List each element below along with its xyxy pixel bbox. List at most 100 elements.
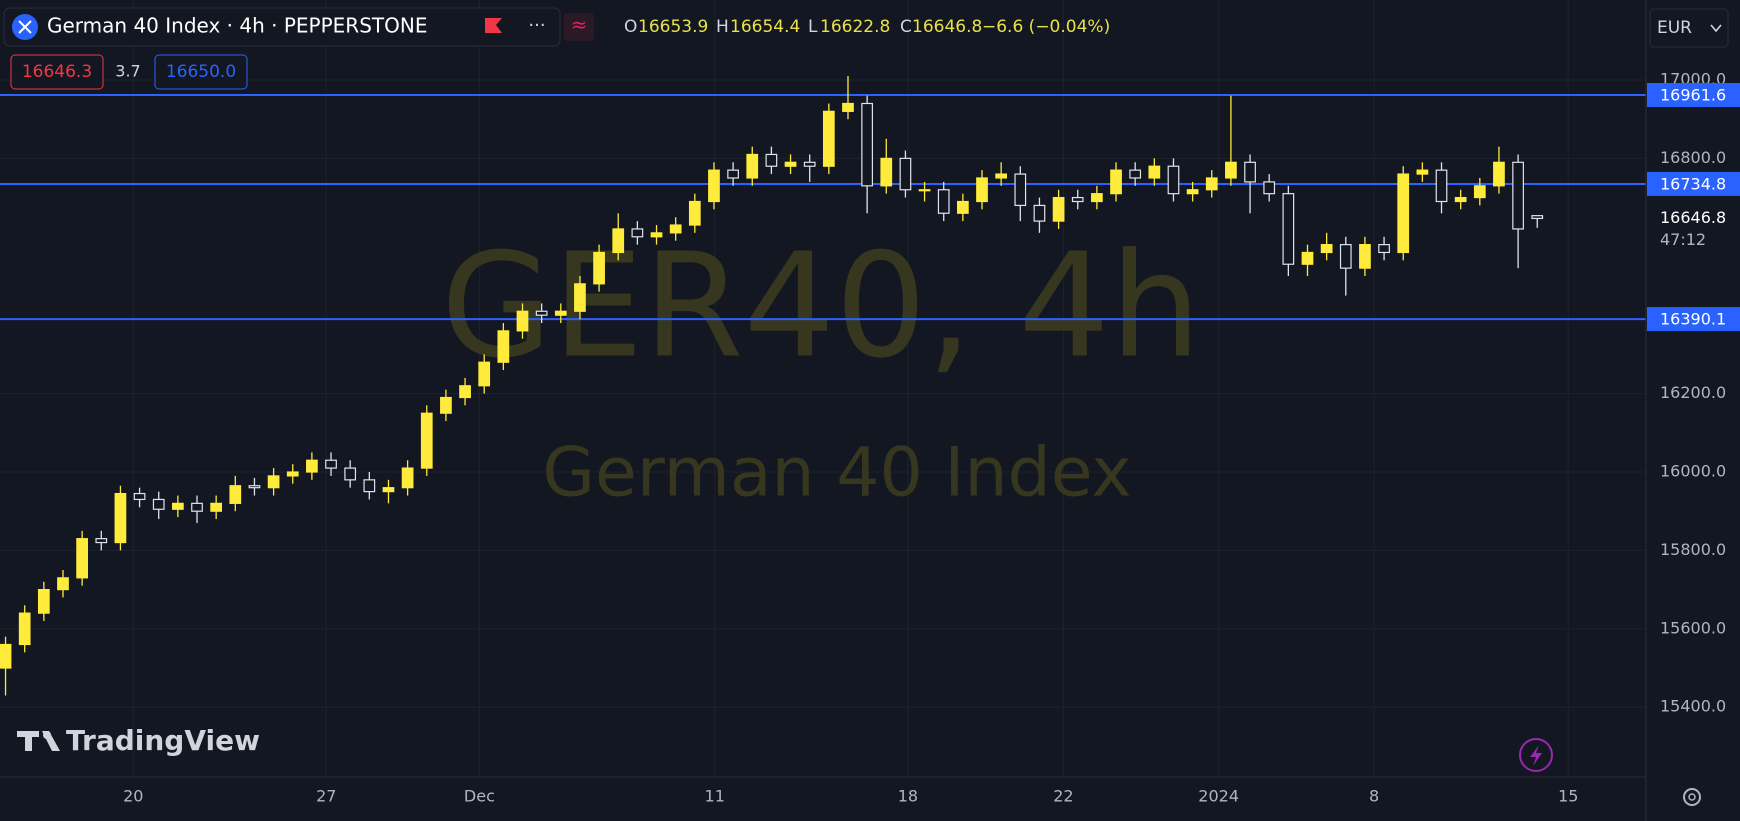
high-value: 16654.4: [730, 17, 800, 37]
candle-body: [497, 330, 510, 363]
symbol-box[interactable]: [3, 7, 561, 47]
x-tick-label: 15: [1558, 787, 1578, 806]
candle-body: [76, 538, 89, 579]
candle-body: [478, 361, 491, 387]
candle-body: [976, 177, 988, 203]
candle-body: [1454, 196, 1467, 203]
level-tag-label: 16961.6: [1660, 86, 1726, 105]
candle-body: [535, 310, 548, 316]
x-tick-label: 2024: [1198, 787, 1239, 806]
candle-body: [688, 200, 701, 226]
candle-body: [631, 228, 644, 238]
candle-body: [325, 459, 337, 469]
candle-body: [172, 502, 184, 510]
candle-body: [420, 412, 433, 469]
x-tick-label: Dec: [464, 787, 495, 806]
countdown: 47:12: [1660, 230, 1706, 249]
flag-icon[interactable]: [485, 18, 502, 33]
candle-body: [229, 485, 242, 504]
candle-body: [899, 157, 912, 191]
candle-body: [0, 643, 12, 669]
low-label: L: [808, 17, 818, 37]
candle-body: [344, 467, 357, 481]
level-tag: [1647, 307, 1740, 332]
candle-body: [191, 502, 203, 512]
candle-body: [1301, 251, 1314, 265]
ask-box[interactable]: [154, 54, 248, 90]
more-icon[interactable]: ···: [528, 15, 545, 36]
candle-body: [1531, 215, 1544, 220]
open-value: 16653.9: [638, 17, 708, 37]
candle-body: [286, 471, 299, 477]
axes: 15400.0 15600.0 15800.0 16000.0 16200.0 16800…: [123, 69, 1740, 806]
candle-body: [669, 224, 682, 234]
currency-caret: [1710, 24, 1722, 33]
settings-icon-center: [1688, 793, 1696, 801]
candle-body: [995, 173, 1008, 179]
ask-price[interactable]: 16650.0: [166, 62, 236, 82]
indicator-icon-bg[interactable]: [564, 13, 594, 41]
candle-body: [746, 153, 759, 179]
x-tick-label: 8: [1369, 787, 1379, 806]
candle-body: [1148, 165, 1161, 179]
symbol-title[interactable]: German 40 Index · 4h · PEPPERSTONE: [47, 14, 427, 38]
settings-icon[interactable]: [1683, 788, 1701, 806]
brand-logo-dot: [43, 731, 51, 739]
candle-body: [1378, 244, 1390, 254]
candle-body: [1225, 161, 1237, 179]
level-tag-label: 16734.8: [1660, 174, 1726, 193]
bid-box[interactable]: [10, 54, 104, 90]
candle-body: [1435, 169, 1448, 203]
candle-body: [880, 157, 893, 187]
y-tick-label: 16000.0: [1660, 462, 1726, 481]
candle-body: [401, 467, 414, 489]
x-tick-label: 11: [705, 787, 725, 806]
candle-body: [114, 492, 127, 544]
candles: [0, 76, 1544, 696]
candle-body: [248, 485, 261, 489]
candle-body: [1263, 181, 1276, 195]
candle-body: [57, 577, 69, 591]
candle-body: [1110, 169, 1122, 195]
watermark-symbol: GER40, 4h: [441, 222, 1201, 390]
currency[interactable]: EUR: [1657, 18, 1692, 38]
candle-body: [37, 589, 50, 614]
candle-body: [593, 251, 605, 285]
grid: [0, 0, 1646, 777]
candle-body: [612, 228, 625, 254]
level-tag: [1647, 171, 1740, 196]
y-tick-label: 15600.0: [1660, 618, 1726, 637]
symbol-logo-mark: [18, 20, 32, 34]
candle-body: [1339, 244, 1352, 269]
bid-price[interactable]: 16646.3: [22, 62, 92, 82]
change-value: −6.6 (−0.04%): [982, 17, 1110, 37]
candle-body: [1416, 169, 1429, 175]
candle-body: [1052, 196, 1065, 222]
brand-name: TradingView: [66, 724, 260, 757]
currency-box[interactable]: [1649, 8, 1729, 48]
candle-body: [784, 161, 797, 167]
candle-body: [1014, 173, 1027, 207]
candle-body: [1129, 169, 1142, 179]
candle-body: [1167, 165, 1180, 195]
candle-body: [1397, 173, 1410, 254]
candle-body: [1473, 185, 1486, 199]
close-value: 16646.8: [912, 17, 982, 37]
price-tag-bg: [1647, 205, 1740, 252]
candle-body: [937, 189, 950, 214]
low-value: 16622.8: [820, 17, 890, 37]
candle-body: [382, 487, 395, 493]
indicator-icon[interactable]: ≈: [571, 13, 588, 37]
candle-body: [210, 502, 223, 512]
candle-body: [650, 232, 663, 238]
candle-body: [363, 479, 376, 493]
spread: 3.7: [115, 62, 140, 81]
candle-body: [554, 310, 567, 316]
candle-body: [95, 538, 108, 544]
candle-body: [803, 161, 816, 167]
x-tick-label: 22: [1053, 787, 1073, 806]
candle-body: [1282, 193, 1295, 265]
candle-body: [1186, 189, 1199, 195]
candle-body: [574, 283, 586, 312]
alert-icon[interactable]: [1519, 738, 1553, 772]
